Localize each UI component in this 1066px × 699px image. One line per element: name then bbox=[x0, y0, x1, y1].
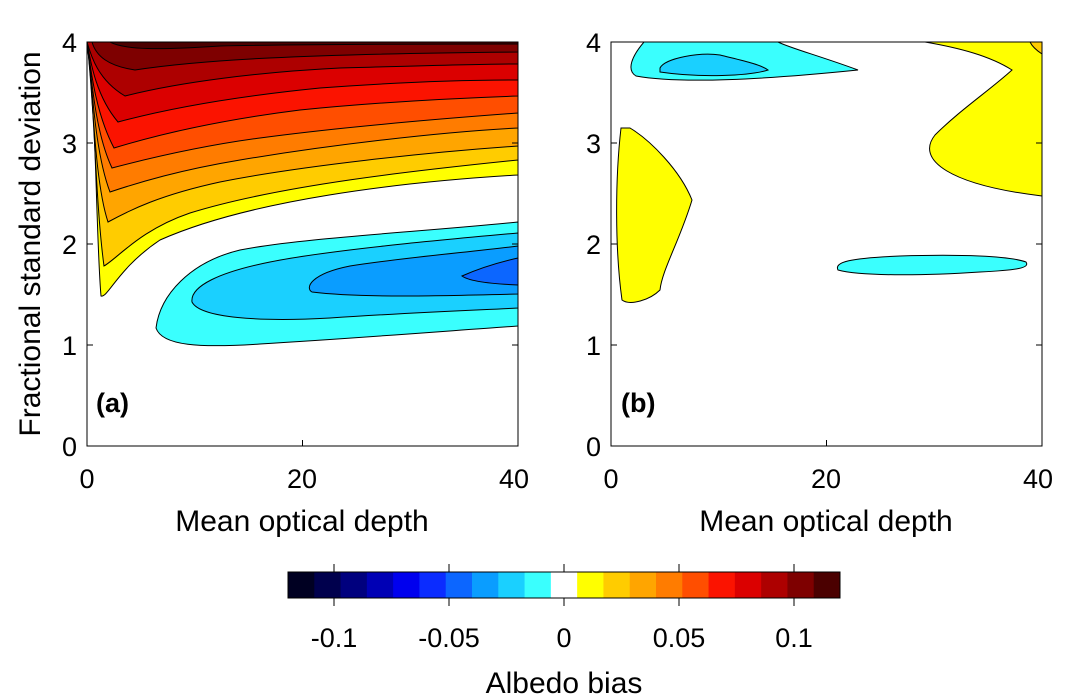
panel-b-xtick-label: 0 bbox=[603, 464, 618, 494]
contour-pos-9 bbox=[91, 42, 518, 71]
panel-b-ytick-label: 0 bbox=[586, 432, 601, 462]
panel-a-xtick-label: 40 bbox=[499, 464, 529, 494]
contour-pos-corner bbox=[1029, 42, 1042, 55]
contour-neg-bottom bbox=[836, 254, 1028, 276]
panel-a-ytick-label: 3 bbox=[62, 129, 77, 159]
colorbar-tick-label: -0.05 bbox=[418, 623, 480, 653]
contour-pos-left bbox=[616, 127, 693, 303]
colorbar-cell bbox=[734, 572, 762, 598]
colorbar-cell bbox=[682, 572, 710, 598]
colorbar-ticks: -0.1 -0.05 0 0.05 0.1 bbox=[311, 564, 813, 653]
panel-a-ytick-label: 4 bbox=[62, 28, 77, 58]
colorbar-cell bbox=[524, 572, 552, 598]
colorbar-cell bbox=[787, 572, 815, 598]
panel-a-xtick-labels: 0 20 40 bbox=[79, 464, 529, 494]
panel-b: (b) 0 20 40 0 1 2 3 4 Mean optical depth bbox=[586, 28, 1053, 538]
colorbar-cell bbox=[629, 572, 657, 598]
colorbar-cell bbox=[340, 572, 368, 598]
panel-b-ticks bbox=[611, 142, 1042, 446]
colorbar-tick-label: -0.1 bbox=[311, 623, 358, 653]
panel-a-xtick-label: 20 bbox=[287, 464, 317, 494]
panel-b-ytick-label: 1 bbox=[586, 331, 601, 361]
colorbar-cell bbox=[708, 572, 736, 598]
panel-a-label: (a) bbox=[96, 388, 129, 418]
panel-a-ylabel: Fractional standard deviation bbox=[14, 51, 47, 436]
colorbar-cell bbox=[366, 572, 394, 598]
panel-b-ytick-label: 2 bbox=[586, 230, 601, 260]
panel-a-xtick-label: 0 bbox=[79, 464, 94, 494]
panel-b-ytick-label: 4 bbox=[586, 28, 601, 58]
panel-a-ytick-label: 1 bbox=[62, 331, 77, 361]
colorbar-cell bbox=[550, 572, 578, 598]
contour-neg-top-inner bbox=[659, 53, 770, 77]
contour-neg-4 bbox=[461, 257, 518, 286]
panel-b-ytick-label: 3 bbox=[586, 129, 601, 159]
contour-pos-10 bbox=[109, 42, 518, 50]
colorbar-cell bbox=[603, 572, 631, 598]
panel-b-contours bbox=[616, 42, 1042, 303]
colorbar-cell bbox=[813, 572, 841, 598]
panel-b-xlabel: Mean optical depth bbox=[699, 505, 953, 538]
colorbar-cell bbox=[314, 572, 342, 598]
panel-b-xtick-label: 40 bbox=[1023, 464, 1053, 494]
panel-a-ytick-labels: 0 1 2 3 4 bbox=[62, 28, 77, 462]
colorbar-cell bbox=[472, 572, 499, 598]
colorbar-cell bbox=[656, 572, 683, 598]
contour-neg-3 bbox=[308, 245, 518, 297]
colorbar-cell bbox=[445, 572, 473, 598]
panel-b-label: (b) bbox=[621, 388, 655, 418]
panel-b-ytick-labels: 0 1 2 3 4 bbox=[586, 28, 601, 462]
colorbar-cell bbox=[419, 572, 447, 598]
panel-b-xtick-labels: 0 20 40 bbox=[603, 464, 1053, 494]
panel-a-ytick-label: 0 bbox=[62, 432, 77, 462]
colorbar-cell bbox=[577, 572, 604, 598]
colorbar-cells bbox=[288, 572, 841, 598]
colorbar-cell bbox=[393, 572, 420, 598]
colorbar-label: Albedo bias bbox=[486, 667, 643, 699]
panel-a-xlabel: Mean optical depth bbox=[175, 505, 429, 538]
colorbar-tick-label: 0.1 bbox=[775, 623, 813, 653]
panel-a-ytick-label: 2 bbox=[62, 230, 77, 260]
panel-a-contours bbox=[87, 42, 518, 347]
panel-a-ticks bbox=[87, 142, 518, 446]
colorbar-cell bbox=[288, 572, 315, 598]
colorbar-cell bbox=[498, 572, 526, 598]
panel-b-xtick-label: 20 bbox=[811, 464, 841, 494]
colorbar-tick-label: 0 bbox=[556, 623, 571, 653]
panel-a: (a) 0 20 40 0 1 2 3 4 Mean optical depth… bbox=[14, 28, 529, 538]
contour-pos-right bbox=[924, 42, 1042, 197]
colorbar-tick-label: 0.05 bbox=[653, 623, 706, 653]
colorbar: -0.1 -0.05 0 0.05 0.1 Albedo bias bbox=[287, 564, 841, 699]
colorbar-cell bbox=[761, 572, 788, 598]
